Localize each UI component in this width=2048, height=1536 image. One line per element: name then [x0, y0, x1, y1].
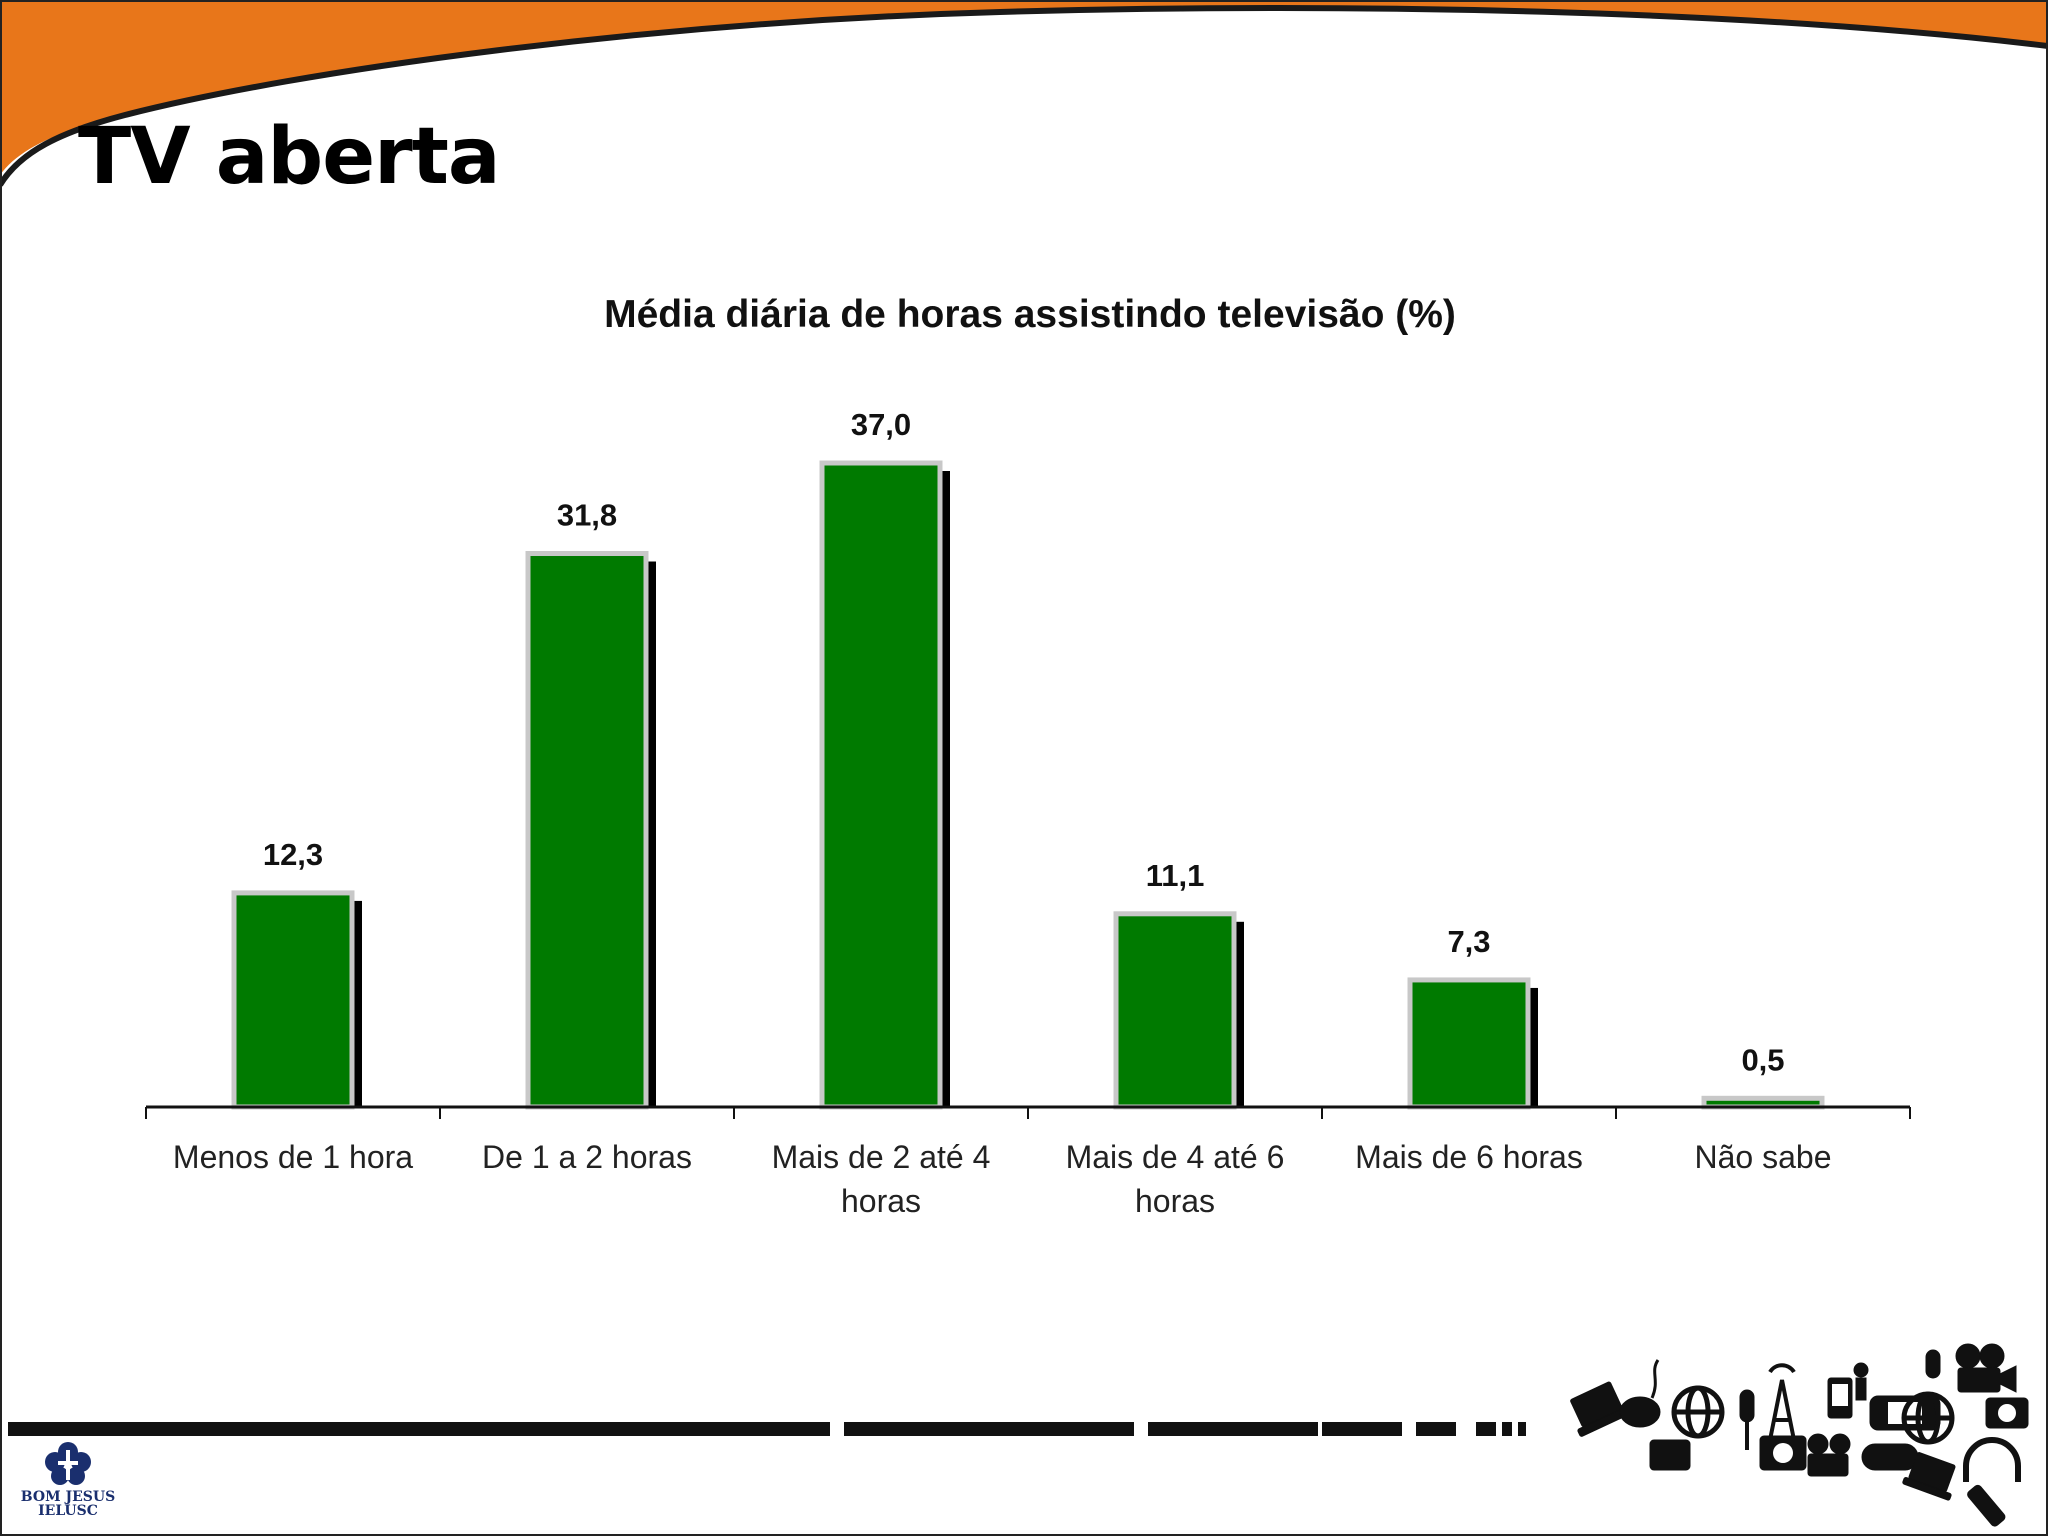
- bar-value-label: 31,8: [557, 498, 617, 533]
- remote-control-icon: [1967, 1484, 2006, 1527]
- tv-icon: [1649, 1439, 1691, 1471]
- bom-jesus-logo-icon: [45, 1442, 91, 1485]
- bar: [1407, 977, 1531, 1110]
- header-dark-curve: [0, 5, 2048, 187]
- x-tick-label: Mais de 2 até 4: [772, 1139, 991, 1175]
- bar-value-label: 37,0: [851, 407, 911, 442]
- microphone-icon: [1739, 1389, 1755, 1450]
- bar-value-label: 11,1: [1146, 858, 1205, 893]
- bar-value-label: 12,3: [263, 837, 323, 872]
- antenna-icon: [1768, 1363, 1796, 1441]
- bar-value-label: 0,5: [1741, 1042, 1784, 1077]
- bars-group: 12,3 31,8 37,0 11,1 7,3 0,5: [231, 407, 1832, 1110]
- mobile-phone-icon: [1827, 1377, 1853, 1419]
- x-tick-label: horas: [841, 1183, 921, 1219]
- bar: [525, 551, 649, 1110]
- x-tick-label: De 1 a 2 horas: [482, 1139, 692, 1175]
- photo-camera-icon-2: [1759, 1435, 1807, 1471]
- x-axis: Menos de 1 hora De 1 a 2 horas Mais de 2 a…: [145, 1105, 1911, 1219]
- movie-camera-icon: [1955, 1343, 2017, 1393]
- x-tick-label: horas: [1135, 1183, 1215, 1219]
- x-tick-label: Menos de 1 hora: [173, 1139, 413, 1175]
- logo-text-line2: IELUSC: [38, 1503, 98, 1519]
- bar-value-label: 7,3: [1447, 924, 1490, 959]
- logo-text-line1: BOM JESUS: [20, 1489, 116, 1505]
- header-orange-swoosh: [0, 0, 2048, 175]
- photo-camera-icon: [1985, 1397, 2029, 1429]
- bar: [819, 460, 943, 1110]
- x-tick-label: Não sabe: [1695, 1139, 1832, 1175]
- film-camera-icon: [1807, 1433, 1851, 1477]
- media-icons-decoration: [1570, 1343, 2029, 1527]
- footer-dashed-rule: [8, 1422, 1526, 1436]
- joystick-icon: [1853, 1362, 1869, 1401]
- bar: [231, 890, 355, 1110]
- x-tick-label: Mais de 6 horas: [1355, 1139, 1583, 1175]
- slide-title: TV aberta: [78, 112, 500, 202]
- microphone-icon-2: [1925, 1349, 1941, 1379]
- globe-icon: [1671, 1385, 1725, 1439]
- bar: [1113, 911, 1237, 1110]
- x-tick-label: Mais de 4 até 6: [1066, 1139, 1285, 1175]
- headphones-icon: [1963, 1437, 2021, 1482]
- globe-icon-2: [1901, 1391, 1955, 1445]
- laptop-icon-2: [1902, 1452, 1956, 1501]
- chart-title: Média diária de horas assistindo televis…: [604, 293, 1456, 336]
- mouse-icon: [1619, 1359, 1661, 1428]
